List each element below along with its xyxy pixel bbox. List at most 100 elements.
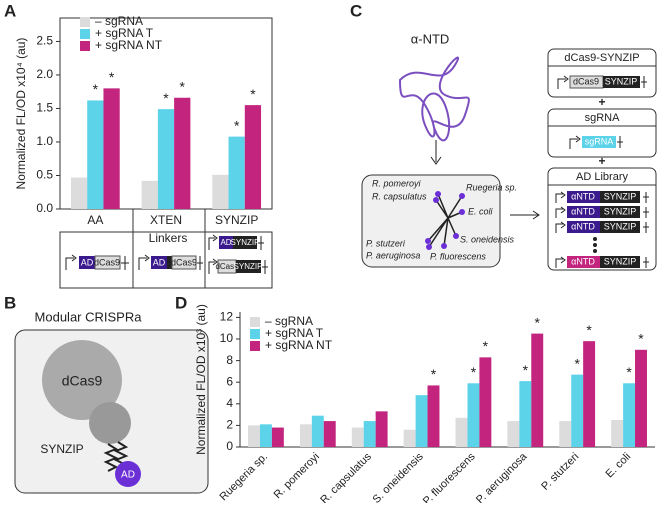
legend-swatch bbox=[80, 17, 90, 27]
label: R. pomeroyi bbox=[372, 178, 422, 188]
block bbox=[600, 256, 640, 268]
block bbox=[603, 76, 640, 88]
ad-block bbox=[79, 256, 95, 269]
bar bbox=[103, 88, 120, 209]
promoter bbox=[208, 234, 268, 274]
y-tick-label: 2 bbox=[226, 418, 233, 432]
bar bbox=[70, 177, 88, 209]
label: αNTD bbox=[571, 256, 595, 266]
y-axis-label: Normalized FL/OD x10⁴ (au) bbox=[14, 38, 28, 190]
label: SYNZIP bbox=[605, 76, 638, 86]
label: SYNZIP bbox=[604, 191, 637, 201]
synzip-block bbox=[233, 236, 257, 249]
y-tick-label: 10 bbox=[220, 331, 234, 345]
promoter bbox=[138, 254, 203, 270]
x-tick-label: E. coli bbox=[604, 451, 634, 481]
label: AD bbox=[153, 257, 166, 267]
x-tick-label: R. capsulatus bbox=[318, 450, 374, 503]
bar bbox=[157, 109, 175, 209]
block bbox=[600, 221, 640, 233]
bar bbox=[415, 395, 428, 447]
ellipsis bbox=[593, 237, 597, 253]
arrow bbox=[510, 210, 540, 220]
significance-marker: * bbox=[109, 69, 115, 85]
dcas9-block bbox=[94, 255, 121, 270]
legend-swatch bbox=[250, 329, 260, 339]
legend-swatch bbox=[250, 317, 260, 327]
x-tick-label: Ruegeria sp. bbox=[218, 451, 271, 503]
significance-marker: * bbox=[250, 86, 256, 102]
y-tick-label: 4 bbox=[226, 396, 233, 410]
label: dCas9 bbox=[62, 373, 103, 389]
dcas9-block bbox=[171, 255, 197, 270]
label: Ruegeria sp. bbox=[466, 182, 517, 192]
box bbox=[547, 108, 657, 158]
bar bbox=[323, 421, 336, 447]
block bbox=[567, 191, 600, 203]
tree bbox=[427, 193, 463, 248]
bar bbox=[299, 424, 312, 447]
bar bbox=[244, 105, 262, 209]
label: P. fluorescens bbox=[430, 251, 486, 261]
plus: + bbox=[598, 154, 605, 168]
bar bbox=[571, 374, 584, 447]
ad-shape bbox=[115, 461, 141, 487]
significance-marker: * bbox=[431, 366, 437, 382]
bar bbox=[248, 425, 260, 447]
bar bbox=[212, 174, 229, 209]
label: αNTD bbox=[571, 206, 595, 216]
promoter bbox=[557, 75, 647, 89]
legend-swatch bbox=[80, 29, 90, 39]
ad-block bbox=[219, 236, 233, 249]
label: dCas9-SYNZIP bbox=[564, 52, 639, 64]
bar bbox=[87, 100, 104, 209]
y-tick-label: 8 bbox=[226, 353, 233, 367]
label: AD bbox=[81, 257, 94, 267]
label: dCas9 bbox=[573, 76, 599, 86]
tree-nodes bbox=[425, 191, 465, 250]
promoter bbox=[569, 135, 623, 149]
y-tick-label: 12 bbox=[220, 310, 234, 324]
block bbox=[582, 136, 616, 148]
label: Linkers bbox=[149, 231, 188, 245]
significance-marker: * bbox=[483, 338, 489, 354]
label: P. stutzeri bbox=[366, 238, 406, 248]
block bbox=[567, 206, 600, 218]
arrow bbox=[430, 140, 442, 165]
ad-block bbox=[151, 256, 167, 269]
label: AD Library bbox=[576, 171, 628, 183]
label: α-NTD bbox=[411, 31, 450, 46]
box bbox=[361, 174, 501, 268]
x-tick-label: SYNZIP bbox=[215, 213, 258, 227]
y-tick-label: 2.0 bbox=[36, 67, 53, 81]
significance-marker: * bbox=[586, 322, 592, 338]
construct-box: AD dCas9 Linkers AD dCas9 AD SYNZIP dCas… bbox=[59, 209, 273, 289]
promoter bbox=[555, 206, 649, 218]
legend-label: + sgRNA T bbox=[95, 26, 154, 40]
promoter bbox=[555, 221, 649, 233]
bar bbox=[311, 415, 324, 447]
bar bbox=[363, 421, 376, 447]
label: R. capsulatus bbox=[372, 191, 427, 201]
bar bbox=[507, 421, 520, 447]
label: AD bbox=[121, 470, 135, 481]
panel-letter: B bbox=[4, 293, 16, 312]
dcas9-lobe bbox=[89, 402, 131, 444]
plus: + bbox=[598, 95, 605, 109]
bar bbox=[519, 381, 532, 447]
y-axis-label: Normalized FL/OD x10³ (au) bbox=[194, 304, 208, 455]
bar bbox=[559, 421, 572, 447]
bar bbox=[427, 385, 440, 447]
x-tick-label: P. stutzeri bbox=[539, 451, 581, 493]
panel-c: α-NTD Ruegeria sp. R. pomeroyi R. capsul… bbox=[361, 31, 657, 271]
panel-letter: A bbox=[4, 1, 16, 20]
legend-label: + sgRNA NT bbox=[265, 338, 333, 352]
label: SYNZIP bbox=[604, 256, 637, 266]
y-tick-label: 1.5 bbox=[36, 101, 53, 115]
title: Modular CRISPRa bbox=[35, 309, 143, 324]
significance-marker: * bbox=[471, 364, 477, 380]
linker bbox=[167, 256, 172, 269]
legend-label: + sgRNA T bbox=[265, 326, 324, 340]
bar bbox=[403, 429, 416, 447]
